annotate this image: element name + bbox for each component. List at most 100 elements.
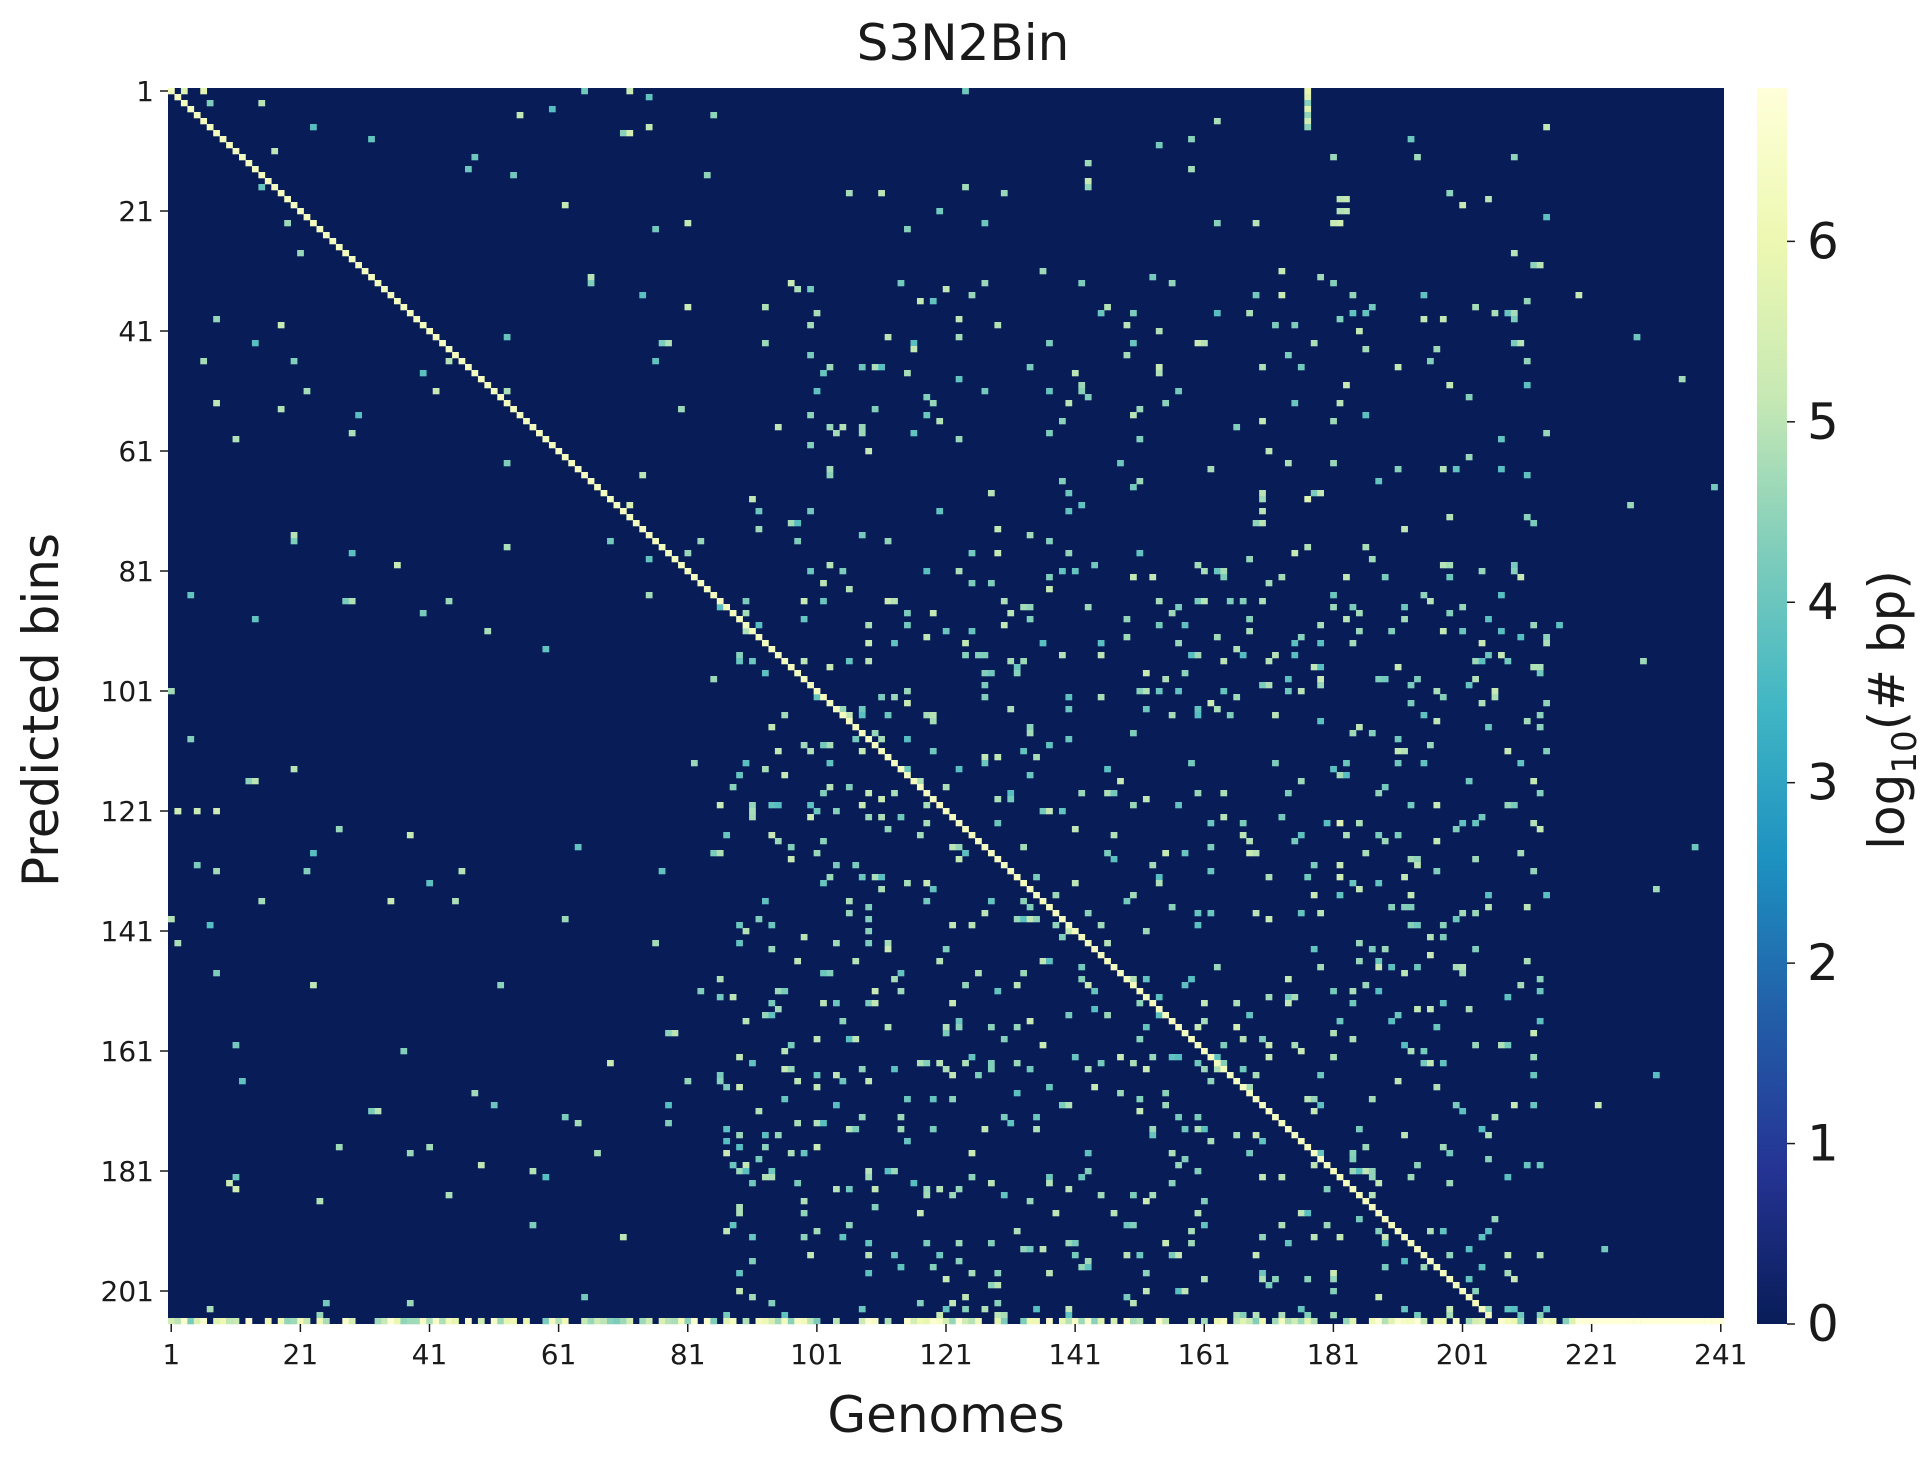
heatmap-cell — [1201, 598, 1208, 605]
heatmap-cell — [807, 442, 814, 449]
heatmap-cell — [213, 868, 220, 875]
heatmap-cell — [1427, 1060, 1434, 1067]
heatmap-cell — [1026, 1198, 1034, 1205]
heatmap-cell — [1039, 1042, 1047, 1049]
heatmap-cell — [1201, 1276, 1208, 1283]
heatmap-cell — [1252, 292, 1260, 299]
heatmap-cell — [652, 940, 659, 947]
heatmap-cell — [1336, 220, 1344, 227]
heatmap-cell — [1162, 676, 1170, 683]
heatmap-cell — [800, 1234, 808, 1241]
heatmap-cell — [1252, 850, 1260, 857]
heatmap-cell — [994, 526, 1002, 533]
heatmap-cell — [871, 874, 879, 881]
heatmap-diagonal-cell — [1310, 1150, 1318, 1157]
heatmap-cell — [716, 994, 724, 1001]
heatmap-diagonal-cell — [1388, 1222, 1396, 1229]
heatmap-cell-bottom-row — [1259, 1318, 1266, 1325]
heatmap-cell — [1381, 574, 1389, 581]
heatmap-cell — [258, 898, 266, 905]
heatmap-cell — [949, 1000, 956, 1007]
heatmap-diagonal-cell — [458, 358, 466, 365]
heatmap-cell — [955, 436, 963, 443]
heatmap-cell — [768, 1174, 776, 1181]
heatmap-cell-bottom-row — [1691, 1318, 1699, 1325]
heatmap-cell — [1213, 220, 1221, 227]
heatmap-diagonal-cell — [322, 232, 330, 239]
heatmap-cell — [348, 430, 356, 437]
x-tick-label: 181 — [1307, 1338, 1360, 1371]
heatmap-cell — [1194, 340, 1202, 347]
heatmap-cell — [781, 1048, 789, 1055]
heatmap-cell — [1536, 712, 1544, 719]
heatmap-cell — [1297, 910, 1305, 917]
heatmap-cell — [1155, 364, 1163, 371]
heatmap-cell — [1026, 532, 1034, 539]
heatmap-diagonal-cell — [1478, 1306, 1486, 1313]
heatmap-cell — [1136, 1108, 1144, 1115]
heatmap-cell — [955, 1240, 963, 1247]
heatmap-cell — [1375, 1228, 1383, 1235]
heatmap-cell — [684, 550, 692, 557]
heatmap-cell-bottom-row — [1601, 1318, 1609, 1325]
heatmap-cell — [1317, 640, 1324, 647]
heatmap-diagonal-cell — [368, 274, 375, 281]
heatmap-cell — [800, 742, 808, 749]
heatmap-cell — [1058, 478, 1066, 485]
heatmap-cell — [1317, 676, 1324, 683]
heatmap-diagonal-cell — [910, 778, 918, 785]
y-tick-label: 81 — [118, 555, 154, 588]
heatmap-cell — [1491, 688, 1499, 695]
heatmap-cell — [1259, 508, 1266, 515]
heatmap-cell — [904, 370, 911, 377]
heatmap-cell — [787, 280, 795, 287]
heatmap-cell — [800, 616, 808, 623]
heatmap-cell — [1291, 838, 1299, 845]
heatmap-cell — [1517, 634, 1525, 641]
heatmap-cell — [710, 850, 718, 857]
heatmap-cell — [1317, 1072, 1324, 1079]
heatmap-cell — [1149, 1132, 1157, 1139]
heatmap-cell — [910, 346, 918, 353]
heatmap-cell — [936, 508, 944, 515]
heatmap-cell — [962, 184, 969, 191]
heatmap-diagonal-cell — [1013, 874, 1021, 881]
heatmap-cell — [1485, 892, 1492, 899]
heatmap-cell-bottom-row — [1439, 1318, 1447, 1325]
heatmap-cell — [723, 832, 731, 839]
heatmap-cell — [497, 982, 505, 989]
heatmap-cell — [213, 400, 220, 407]
heatmap-cell — [929, 1264, 937, 1271]
heatmap-cell — [904, 1138, 911, 1145]
heatmap-cell — [1394, 1012, 1402, 1019]
heatmap-cell — [1175, 640, 1182, 647]
heatmap-cell — [1530, 1102, 1538, 1109]
heatmap-cell — [736, 1144, 743, 1151]
heatmap-cell — [968, 1174, 976, 1181]
heatmap-cell — [1136, 406, 1144, 413]
heatmap-cell — [258, 184, 266, 191]
heatmap-cell — [884, 946, 892, 953]
heatmap-cell — [1078, 502, 1086, 509]
colorbar-label: log10(# bp) — [1858, 570, 1925, 850]
heatmap-cell-bottom-row — [168, 1318, 175, 1325]
heatmap-cell — [658, 340, 666, 347]
heatmap-cell — [865, 1252, 873, 1259]
heatmap-cell — [1343, 196, 1350, 203]
heatmap-cell — [1446, 514, 1454, 521]
heatmap-cell — [1401, 970, 1408, 977]
heatmap-cell-bottom-row — [710, 1318, 718, 1325]
heatmap-cell — [1130, 412, 1137, 419]
heatmap-diagonal-cell — [284, 196, 291, 203]
heatmap-cell-bottom-row — [1239, 1318, 1247, 1325]
heatmap-cell — [710, 112, 718, 119]
heatmap-cell — [1207, 844, 1215, 851]
heatmap-cell — [987, 1060, 995, 1067]
heatmap-diagonal-cell — [955, 820, 963, 827]
heatmap-cell — [1162, 1102, 1170, 1109]
heatmap-cell — [929, 298, 937, 305]
heatmap-cell — [1252, 1252, 1260, 1259]
heatmap-cell — [787, 1066, 795, 1073]
heatmap-cell — [1130, 802, 1137, 809]
colorbar-tick-label: 0 — [1807, 1295, 1839, 1353]
